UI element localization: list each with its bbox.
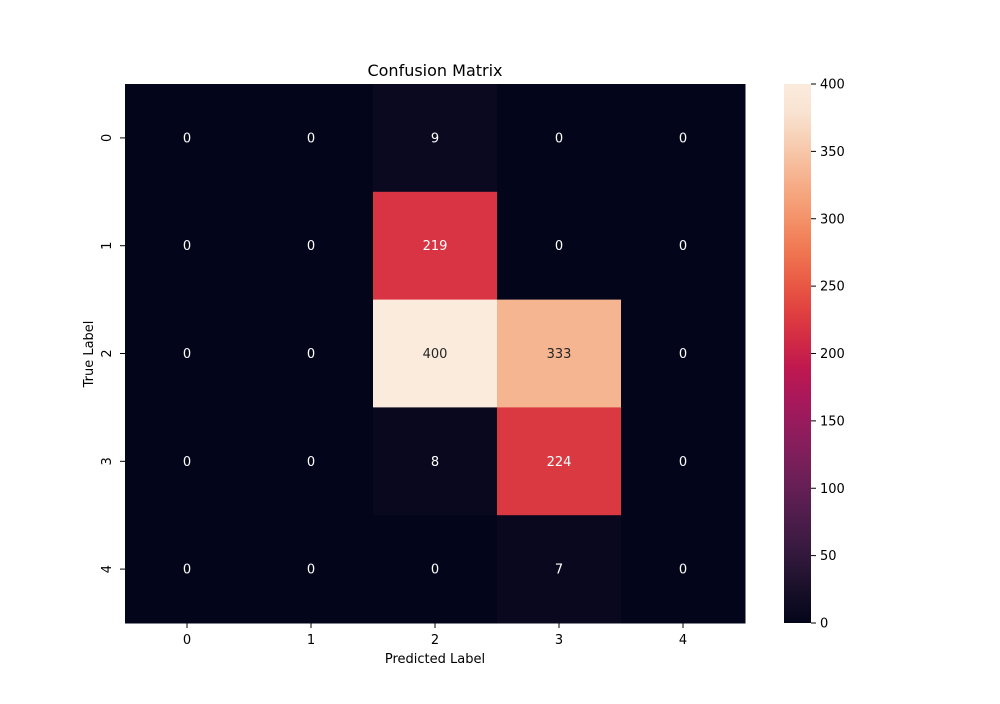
heatmap-cells bbox=[125, 84, 746, 624]
cell-value-label: 219 bbox=[423, 239, 448, 254]
colorbar-tick-label: 50 bbox=[820, 549, 837, 564]
colorbar-tick-label: 300 bbox=[820, 212, 845, 227]
heatmap-cell bbox=[373, 515, 498, 624]
y-tick-label: 1 bbox=[100, 242, 115, 250]
x-tick-label: 2 bbox=[431, 633, 439, 648]
y-tick-label: 3 bbox=[100, 457, 115, 465]
cell-value-label: 0 bbox=[555, 239, 563, 254]
y-tick-label: 2 bbox=[100, 349, 115, 357]
cell-value-label: 7 bbox=[555, 563, 563, 578]
heatmap-cell bbox=[621, 84, 746, 193]
cell-value-label: 333 bbox=[547, 347, 572, 362]
cell-value-label: 0 bbox=[679, 239, 687, 254]
colorbar: 0 50 100 150 200 250 300 350 400 bbox=[784, 78, 845, 632]
cell-value-label: 0 bbox=[183, 347, 191, 362]
heatmap-cell bbox=[373, 407, 498, 516]
heatmap-cell bbox=[497, 84, 622, 193]
cell-value-label: 0 bbox=[679, 347, 687, 362]
cell-value-label: 8 bbox=[431, 455, 439, 470]
chart-title: Confusion Matrix bbox=[367, 61, 502, 80]
colorbar-tick-label: 400 bbox=[820, 78, 845, 93]
cell-value-label: 0 bbox=[183, 563, 191, 578]
cell-value-label: 0 bbox=[679, 131, 687, 146]
heatmap-cell bbox=[497, 407, 622, 516]
heatmap-cell bbox=[621, 407, 746, 516]
colorbar-gradient bbox=[784, 84, 811, 623]
cell-value-label: 9 bbox=[431, 131, 439, 146]
cell-value-label: 0 bbox=[679, 563, 687, 578]
x-tick-label: 4 bbox=[679, 633, 687, 648]
heatmap-cell bbox=[249, 84, 374, 193]
heatmap-cell bbox=[125, 84, 250, 193]
heatmap-cell bbox=[373, 84, 498, 193]
x-axis-label: Predicted Label bbox=[385, 652, 485, 667]
cell-value-label: 0 bbox=[307, 455, 315, 470]
colorbar-tick-label: 250 bbox=[820, 280, 845, 295]
heatmap-cell bbox=[125, 407, 250, 516]
heatmap-cell bbox=[497, 191, 622, 301]
heatmap-cell bbox=[249, 191, 374, 301]
colorbar-tick-label: 200 bbox=[820, 347, 845, 362]
x-tick-label: 0 bbox=[183, 633, 191, 648]
heatmap-cell bbox=[497, 515, 622, 624]
cell-value-label: 0 bbox=[307, 131, 315, 146]
x-tick-label: 1 bbox=[307, 633, 315, 648]
cell-value-label: 0 bbox=[183, 131, 191, 146]
y-axis: 0 1 2 3 4 bbox=[100, 134, 125, 573]
heatmap-cell bbox=[621, 191, 746, 301]
heatmap-cell bbox=[249, 407, 374, 516]
x-axis: 0 1 2 3 4 bbox=[183, 623, 687, 648]
colorbar-tick-label: 350 bbox=[820, 145, 845, 160]
cell-value-label: 400 bbox=[423, 347, 448, 362]
cell-value-label: 0 bbox=[183, 455, 191, 470]
y-tick-label: 4 bbox=[100, 565, 115, 573]
heatmap-cell bbox=[621, 299, 746, 408]
cell-value-label: 0 bbox=[307, 347, 315, 362]
heatmap-cell bbox=[125, 191, 250, 301]
cell-value-label: 0 bbox=[679, 455, 687, 470]
cell-value-label: 0 bbox=[431, 563, 439, 578]
colorbar-tick-label: 150 bbox=[820, 414, 845, 429]
heatmap-cell bbox=[373, 191, 498, 301]
heatmap-cell bbox=[249, 299, 374, 408]
heatmap-cell bbox=[125, 515, 250, 624]
heatmap-cell bbox=[125, 299, 250, 408]
heatmap-cell bbox=[373, 299, 498, 408]
colorbar-tick-label: 0 bbox=[820, 617, 828, 632]
cell-value-label: 0 bbox=[183, 239, 191, 254]
cell-annotations: 0 0 9 0 0 0 0 219 0 0 0 0 400 333 0 0 0 8 224 0 0 0 0 7 0 bbox=[183, 131, 687, 577]
cell-value-label: 0 bbox=[307, 239, 315, 254]
cell-value-label: 0 bbox=[307, 563, 315, 578]
heatmap-cell bbox=[621, 515, 746, 624]
cell-value-label: 224 bbox=[547, 455, 572, 470]
y-axis-label: True Label bbox=[82, 321, 97, 389]
cell-value-label: 0 bbox=[555, 131, 563, 146]
heatmap-cell bbox=[497, 299, 622, 408]
heatmap-cell bbox=[249, 515, 374, 624]
x-tick-label: 3 bbox=[555, 633, 563, 648]
y-tick-label: 0 bbox=[100, 134, 115, 142]
colorbar-tick-label: 100 bbox=[820, 482, 845, 497]
